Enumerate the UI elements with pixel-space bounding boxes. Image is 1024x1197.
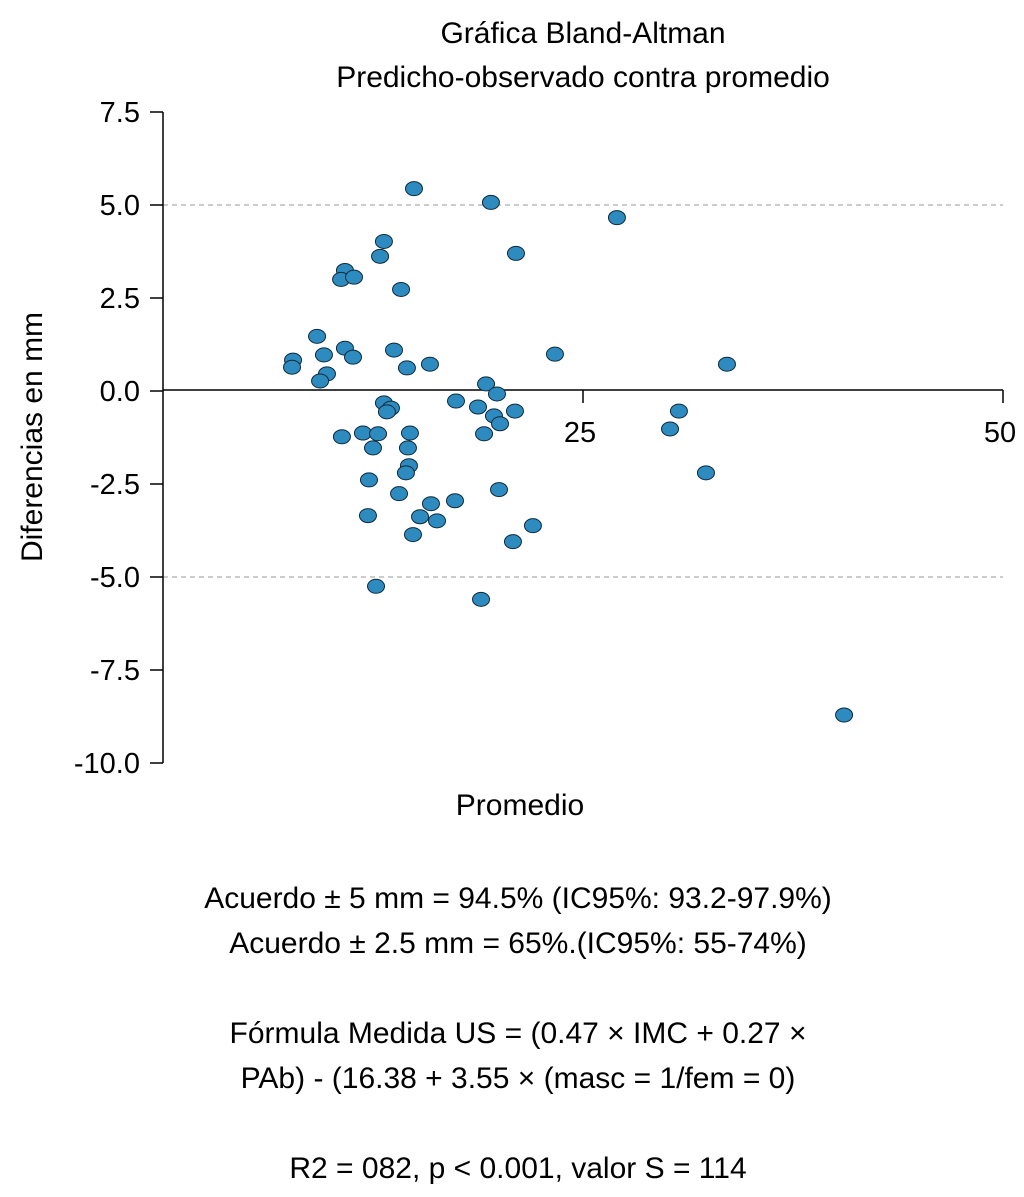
data-point <box>398 440 417 456</box>
data-point <box>392 281 411 297</box>
data-point <box>359 472 378 488</box>
data-point <box>371 248 390 264</box>
data-point <box>491 416 510 432</box>
data-point <box>446 393 465 409</box>
data-point <box>669 403 688 419</box>
data-point <box>505 403 524 419</box>
data-point <box>283 359 302 375</box>
data-point <box>487 386 506 402</box>
data-point <box>475 426 494 442</box>
data-point <box>411 509 430 525</box>
data-point <box>358 508 377 524</box>
data-point <box>311 373 330 389</box>
y-tick-label: -2.5 <box>90 469 140 501</box>
data-point <box>332 429 351 445</box>
annotation-stats: R2 = 082, p < 0.001, valor S = 114 <box>289 1152 746 1185</box>
data-point <box>835 707 854 723</box>
y-tick-label: -5.0 <box>90 562 140 594</box>
data-point <box>377 404 396 420</box>
data-point <box>369 426 388 442</box>
data-point <box>469 399 487 415</box>
data-point <box>367 578 386 594</box>
annotation-agreement-5mm: Acuerdo ± 5 mm = 94.5% (IC95%: 93.2-97.9… <box>204 882 832 915</box>
y-tick-label: -10.0 <box>74 748 140 780</box>
y-tick-label: 5.0 <box>100 190 140 222</box>
data-point <box>400 425 419 441</box>
data-point <box>421 496 440 512</box>
data-point <box>523 518 542 534</box>
data-point <box>445 493 464 509</box>
x-axis-label: Promedio <box>456 789 584 822</box>
annotation-formula-line2: PAb) - (16.38 + 3.55 × (masc = 1/fem = 0… <box>241 1062 796 1095</box>
annotation-formula-line1: Fórmula Medida US = (0.47 × IMC + 0.27 × <box>230 1017 807 1050</box>
chart-subtitle: Predicho-observado contra promedio <box>336 61 830 94</box>
y-tick-label: 2.5 <box>100 283 140 315</box>
data-point <box>390 486 409 502</box>
annotation-agreement-2-5mm: Acuerdo ± 2.5 mm = 65%.(IC95%: 55-74%) <box>229 927 807 960</box>
x-tick-label: 50 <box>984 417 1016 449</box>
chart-title: Gráfica Bland-Altman <box>440 17 725 50</box>
data-point <box>364 440 382 456</box>
data-point <box>397 360 416 376</box>
data-point <box>404 181 423 197</box>
data-point <box>545 346 564 362</box>
data-point <box>396 465 415 481</box>
y-tick-label: -7.5 <box>90 655 140 687</box>
data-point <box>314 347 333 363</box>
data-point <box>374 233 393 249</box>
y-tick-label: 0.0 <box>100 376 140 408</box>
y-axis-label: Diferencias en mm <box>16 312 49 562</box>
data-point <box>506 245 525 261</box>
data-point <box>403 527 422 543</box>
data-point <box>345 269 364 285</box>
data-point <box>717 356 736 372</box>
data-point <box>472 591 491 607</box>
data-point <box>344 349 363 365</box>
data-point <box>428 513 447 529</box>
data-point <box>661 421 680 437</box>
data-point <box>385 342 403 358</box>
data-point <box>490 482 508 498</box>
x-tick-label: 25 <box>564 417 596 449</box>
data-point <box>503 534 522 550</box>
data-point <box>607 210 626 226</box>
data-point <box>420 356 439 372</box>
data-point <box>308 328 327 344</box>
data-point <box>353 425 372 441</box>
data-point <box>481 194 500 210</box>
data-point <box>477 376 496 392</box>
y-tick-label: 7.5 <box>100 97 140 129</box>
data-point <box>696 465 715 481</box>
